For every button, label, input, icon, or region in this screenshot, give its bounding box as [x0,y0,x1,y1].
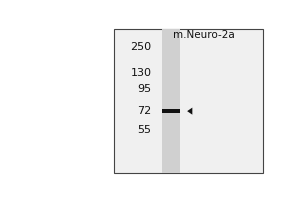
Text: 250: 250 [130,42,152,52]
Bar [114,29,263,173]
Bar [162,29,180,173]
Text: 95: 95 [137,84,152,94]
Bar [162,109,180,113]
Text: 130: 130 [130,68,152,78]
Polygon shape [187,108,192,115]
Text: m.Neuro-2a: m.Neuro-2a [172,30,234,40]
Text: 55: 55 [137,125,152,135]
Text: 72: 72 [137,106,152,116]
